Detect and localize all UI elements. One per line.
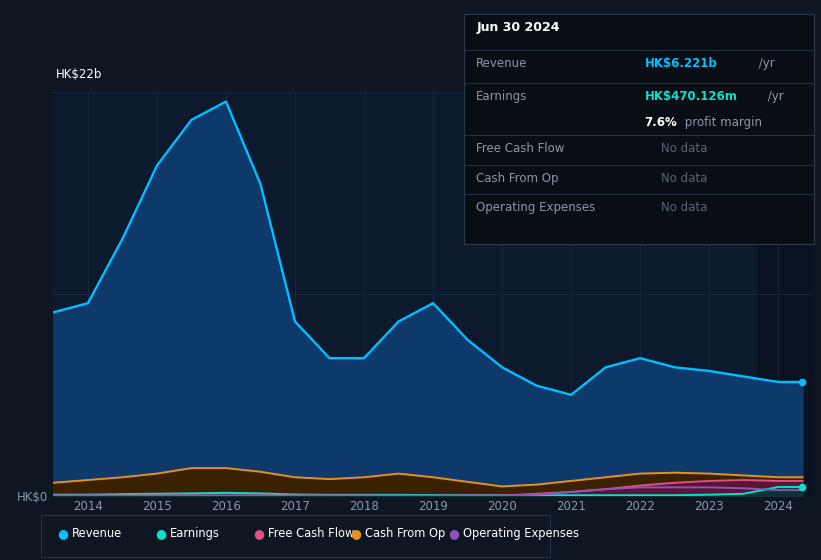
- Text: ●: ●: [351, 527, 361, 540]
- Text: Revenue: Revenue: [72, 527, 122, 540]
- Text: ●: ●: [57, 527, 68, 540]
- Text: No data: No data: [661, 201, 707, 214]
- Text: ●: ●: [155, 527, 166, 540]
- Text: HK$22b: HK$22b: [56, 68, 102, 81]
- Text: /yr: /yr: [764, 90, 783, 102]
- Text: Jun 30 2024: Jun 30 2024: [476, 21, 560, 34]
- Text: HK$470.126m: HK$470.126m: [644, 90, 737, 102]
- Text: Operating Expenses: Operating Expenses: [476, 201, 595, 214]
- Text: No data: No data: [661, 171, 707, 185]
- Text: Cash From Op: Cash From Op: [476, 171, 558, 185]
- Text: No data: No data: [661, 142, 707, 155]
- Text: Free Cash Flow: Free Cash Flow: [476, 142, 565, 155]
- Text: ●: ●: [253, 527, 264, 540]
- Text: ●: ●: [448, 527, 459, 540]
- Text: Earnings: Earnings: [170, 527, 220, 540]
- Text: Revenue: Revenue: [476, 57, 528, 70]
- Text: profit margin: profit margin: [681, 116, 763, 129]
- Text: 7.6%: 7.6%: [644, 116, 677, 129]
- Text: Cash From Op: Cash From Op: [365, 527, 446, 540]
- Text: Operating Expenses: Operating Expenses: [463, 527, 579, 540]
- Text: HK$6.221b: HK$6.221b: [644, 57, 718, 70]
- Text: Free Cash Flow: Free Cash Flow: [268, 527, 354, 540]
- Text: /yr: /yr: [755, 57, 775, 70]
- Bar: [758, 92, 813, 496]
- Text: Earnings: Earnings: [476, 90, 528, 102]
